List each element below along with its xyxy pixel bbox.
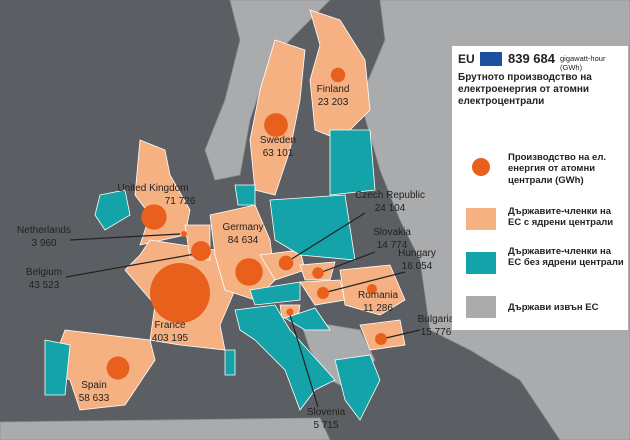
country-name: United Kingdom (117, 183, 188, 194)
leader-line (69, 233, 181, 241)
leader-line (326, 271, 406, 293)
country-value: 84 634 (228, 235, 259, 246)
leader-line (321, 251, 376, 273)
country-name: Finland (317, 84, 350, 95)
eu-flag (480, 52, 502, 66)
leader-line (289, 212, 366, 261)
production-bubble (191, 241, 211, 261)
country-name: Czech Republic (355, 190, 425, 201)
country-name: Slovakia (373, 227, 411, 238)
country-name: France (154, 320, 186, 331)
country-value: 5 715 (313, 420, 338, 431)
production-bubble (150, 263, 210, 323)
eu-label: EU (458, 52, 475, 66)
production-bubble (330, 67, 346, 83)
production-bubble (375, 333, 387, 345)
production-bubble (235, 258, 263, 286)
country-value: 63 101 (263, 148, 294, 159)
country-name: Spain (81, 380, 107, 391)
country-name: Bulgaria (418, 314, 455, 325)
leader-line (385, 329, 421, 339)
country-name: Hungary (398, 248, 436, 259)
country-name: Slovenia (307, 407, 346, 418)
production-bubble (278, 255, 294, 271)
production-bubble (312, 267, 324, 279)
country-name: Germany (222, 222, 263, 233)
eu-without-nuclear (44, 129, 381, 421)
country-name: Netherlands (17, 225, 71, 236)
country-name: Belgium (26, 267, 62, 278)
country-name: Romania (358, 290, 398, 301)
country-value: 11 286 (363, 303, 393, 314)
legend-label: Държавите-членки на ЕС без ядрени центра… (508, 246, 624, 269)
country-value: 14 774 (377, 240, 408, 251)
legend-swatch (466, 208, 496, 230)
country-value: 43 523 (29, 280, 60, 291)
country-name: Sweden (260, 135, 296, 146)
legend-bubble (472, 158, 490, 176)
country-value: 403 195 (152, 333, 189, 344)
leader-line (65, 253, 196, 278)
production-bubble (181, 231, 187, 237)
country-value: 23 203 (318, 97, 349, 108)
description: Брутното производство на електроенергия … (458, 72, 592, 107)
leader-line (289, 314, 319, 408)
country-value: 15 776 (421, 327, 452, 338)
country-value: 58 633 (79, 393, 110, 404)
legend-swatch (466, 296, 496, 318)
country-value: 24 104 (375, 203, 406, 214)
eu-total: 839 684 (508, 51, 555, 66)
legend-swatch (466, 252, 496, 274)
legend-panel: EU 839 684 gigawatt-hour (GWh) Брутното … (452, 46, 628, 330)
production-bubble (141, 204, 167, 230)
country-value: 3 960 (31, 238, 56, 249)
legend-label: Държави извън ЕС (508, 302, 599, 313)
country-value: 71 726 (165, 196, 196, 207)
legend-label: Държавите-членки на ЕС с ядрени централи (508, 206, 614, 229)
production-bubble (317, 287, 329, 299)
production-bubble (366, 283, 378, 295)
unit: gigawatt-hour (GWh) (560, 54, 606, 72)
production-bubble (106, 356, 130, 380)
production-bubble (286, 308, 294, 316)
country-value: 16 054 (402, 261, 433, 272)
production-bubble (264, 113, 288, 137)
legend-label: Производство на ел. енергия от атомни це… (508, 152, 607, 186)
